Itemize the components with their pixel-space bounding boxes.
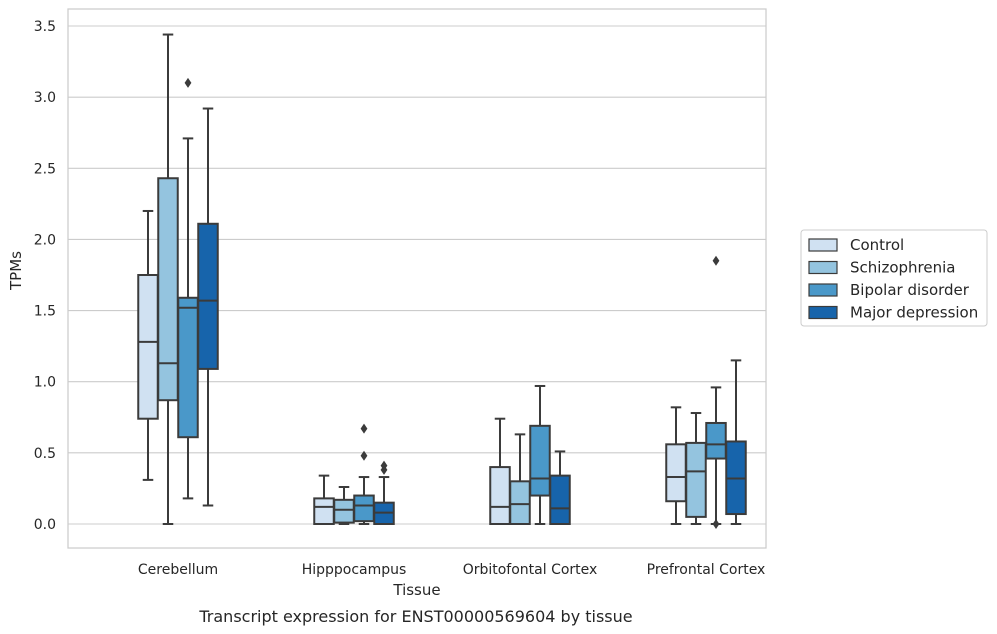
y-tick-label: 2.0 bbox=[34, 232, 56, 248]
box-body bbox=[197, 222, 219, 370]
outlier-point bbox=[360, 450, 368, 461]
y-tick-label: 2.5 bbox=[34, 161, 56, 177]
box-body bbox=[665, 443, 687, 503]
plot-area bbox=[68, 9, 766, 548]
box-body bbox=[509, 480, 531, 526]
y-tick-label: 0.5 bbox=[34, 446, 56, 462]
box-major-depression bbox=[549, 450, 571, 526]
box-body bbox=[549, 474, 571, 526]
box-schizophrenia bbox=[509, 433, 531, 526]
outlier-point bbox=[380, 460, 388, 471]
legend-label: Major depression bbox=[850, 304, 978, 322]
x-tick-label: Hipppocampus bbox=[302, 562, 407, 578]
y-axis-title: TPMs bbox=[7, 251, 25, 291]
legend-swatch bbox=[808, 260, 838, 275]
box-body bbox=[353, 494, 375, 523]
y-tick-labels: 0.0 0.5 1.0 1.5 2.0 2.5 3.0 3.5 bbox=[34, 19, 56, 533]
box-body bbox=[333, 498, 355, 524]
box-bipolar-disorder bbox=[177, 77, 199, 500]
outlier-point bbox=[712, 255, 720, 266]
box-body bbox=[177, 296, 199, 439]
y-tick-label: 1.0 bbox=[34, 375, 56, 391]
outlier-point bbox=[360, 423, 368, 434]
box-major-depression bbox=[197, 107, 219, 507]
box-schizophrenia bbox=[333, 486, 355, 525]
plot-frame bbox=[67, 8, 767, 549]
legend-swatch bbox=[808, 283, 838, 297]
box-bipolar-disorder bbox=[529, 384, 551, 525]
box-schizophrenia bbox=[685, 412, 707, 525]
boxes bbox=[137, 33, 747, 529]
x-axis-title: Tissue bbox=[392, 581, 440, 599]
y-tick-label: 0.0 bbox=[34, 517, 56, 533]
box-major-depression bbox=[725, 359, 747, 525]
x-tick-label: Prefrontal Cortex bbox=[647, 562, 766, 578]
legend-swatch bbox=[808, 305, 838, 320]
y-tick-label: 1.5 bbox=[34, 304, 56, 320]
legend-label: Control bbox=[850, 236, 904, 254]
x-tick-label: Cerebellum bbox=[138, 562, 218, 578]
box-bipolar-disorder bbox=[353, 423, 375, 525]
legend: Control Schizophrenia Bipolar disorder Majo… bbox=[800, 229, 988, 327]
x-tick-labels: Cerebellum Hipppocampus Orbitofontal Corte… bbox=[138, 562, 765, 578]
outlier-point bbox=[712, 519, 720, 529]
box-body bbox=[489, 466, 511, 526]
box-body bbox=[529, 424, 551, 497]
box-body bbox=[137, 274, 159, 420]
legend-swatch bbox=[808, 238, 838, 252]
box-body bbox=[685, 441, 707, 518]
y-tick-label: 3.5 bbox=[34, 19, 56, 35]
box-control bbox=[137, 209, 159, 481]
legend-label: Schizophrenia bbox=[850, 259, 955, 277]
box-major-depression bbox=[373, 460, 395, 525]
box-body bbox=[157, 177, 179, 402]
y-tick-label: 3.0 bbox=[34, 90, 56, 106]
box-control bbox=[665, 406, 687, 525]
box-body bbox=[313, 497, 335, 526]
outlier-point bbox=[184, 77, 192, 88]
legend-label: Bipolar disorder bbox=[850, 281, 970, 299]
box-schizophrenia bbox=[157, 33, 179, 525]
box-control bbox=[313, 474, 335, 526]
legend-frame bbox=[800, 229, 988, 327]
box-bipolar-disorder bbox=[705, 255, 727, 529]
chart-caption: Transcript expression for ENST0000056960… bbox=[198, 607, 632, 626]
box-body bbox=[705, 421, 727, 460]
x-tick-label: Orbitofontal Cortex bbox=[463, 562, 598, 578]
